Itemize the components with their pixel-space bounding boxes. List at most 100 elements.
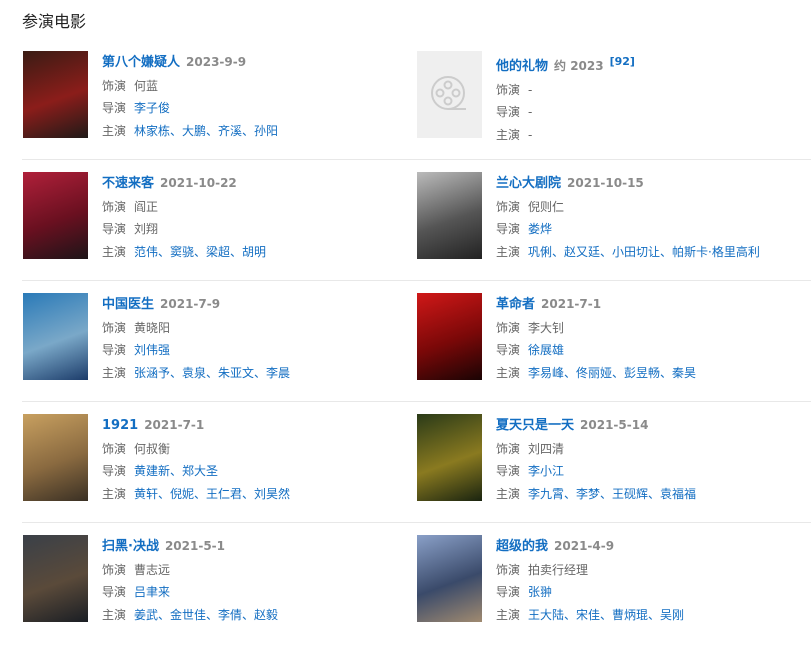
cast-label: 主演	[102, 245, 127, 260]
film-title-link[interactable]: 革命者	[496, 297, 536, 312]
divider	[22, 159, 405, 160]
cast-label: 主演	[496, 487, 521, 502]
cast-value[interactable]: 巩俐、赵又廷、小田切让、帕斯卡·格里高利	[528, 245, 760, 260]
director-label: 导演	[102, 222, 127, 237]
film-title-link[interactable]: 他的礼物	[496, 59, 549, 74]
film-poster[interactable]	[23, 293, 88, 380]
cast-label: 主演	[102, 608, 127, 623]
role-label: 饰演	[102, 562, 127, 577]
divider	[405, 159, 811, 160]
cast-value: -	[528, 128, 533, 143]
role-value: 李大钊	[528, 320, 565, 335]
citation-link[interactable]: [92]	[609, 55, 635, 68]
film-title-link[interactable]: 不速来客	[102, 176, 155, 191]
director-value[interactable]: 李子俊	[134, 101, 171, 116]
film-poster[interactable]	[23, 51, 88, 138]
film-poster[interactable]	[23, 535, 88, 622]
cast-value[interactable]: 李九霄、李梦、王砚辉、袁福福	[528, 487, 697, 502]
film-item: 超级的我 2021-4-9 饰演 拍卖行经理 导演 张翀 主演 王大陆、宋佳、曹炳琨、吴…	[417, 535, 797, 645]
film-item: 夏天只是一天 2021-5-14 饰演 刘四清 导演 李小江 主演 李九霄、李梦、王砚辉…	[417, 414, 797, 524]
director-value[interactable]: 黄建新、郑大圣	[134, 464, 219, 479]
director-value[interactable]: 李小江	[528, 464, 565, 479]
director-label: 导演	[102, 101, 127, 116]
film-title-link[interactable]: 夏天只是一天	[496, 418, 575, 433]
role-value: 何叔衡	[134, 441, 171, 456]
director-label: 导演	[496, 105, 521, 120]
release-date: 约 2023	[554, 59, 604, 73]
cast-value[interactable]: 李易峰、佟丽娅、彭昱畅、秦昊	[528, 366, 697, 381]
film-title-link[interactable]: 兰心大剧院	[496, 176, 562, 191]
release-date: 2021-7-1	[144, 418, 205, 432]
director-value: -	[528, 105, 533, 120]
director-value[interactable]: 娄烨	[528, 222, 553, 237]
divider	[405, 280, 811, 281]
release-date: 2021-5-1	[164, 539, 226, 553]
cast-label: 主演	[496, 608, 521, 623]
film-item: 中国医生 2021-7-9 饰演 黄晓阳 导演 刘伟强 主演 张涵予、袁泉、朱亚文、李晨	[23, 293, 403, 403]
role-value: 曹志远	[134, 562, 171, 577]
film-item: 第八个嫌疑人 2023-9-9 饰演 何蓝 导演 李子俊 主演 林家栋、大鹏、齐溪、孙阳	[23, 51, 403, 161]
release-date: 2021-7-1	[541, 297, 602, 311]
film-poster[interactable]	[23, 414, 88, 501]
cast-label: 主演	[102, 124, 127, 139]
cast-value[interactable]: 林家栋、大鹏、齐溪、孙阳	[134, 124, 279, 139]
role-label: 饰演	[102, 441, 127, 456]
divider	[405, 401, 811, 402]
film-title-link[interactable]: 中国医生	[102, 297, 155, 312]
section-title: 参演电影	[22, 12, 87, 31]
film-title-link[interactable]: 扫黑·决战	[102, 539, 159, 554]
role-value: 何蓝	[134, 78, 159, 93]
cast-label: 主演	[496, 128, 521, 143]
role-value: 黄晓阳	[134, 320, 171, 335]
film-poster[interactable]	[417, 535, 482, 622]
film-title-link[interactable]: 1921	[102, 418, 139, 433]
divider	[22, 401, 405, 402]
cast-label: 主演	[102, 366, 127, 381]
divider	[22, 280, 405, 281]
poster-placeholder[interactable]	[417, 51, 482, 138]
role-label: 饰演	[102, 320, 127, 335]
cast-label: 主演	[496, 245, 521, 260]
cast-label: 主演	[496, 366, 521, 381]
director-label: 导演	[102, 343, 127, 358]
film-poster[interactable]	[417, 293, 482, 380]
director-label: 导演	[496, 343, 521, 358]
role-value: -	[528, 82, 533, 97]
director-value[interactable]: 张翀	[528, 585, 553, 600]
film-title-link[interactable]: 超级的我	[496, 539, 549, 554]
role-label: 饰演	[496, 320, 521, 335]
film-reel-icon	[430, 75, 466, 110]
film-item: 扫黑·决战 2021-5-1 饰演 曹志远 导演 吕聿来 主演 姜武、金世佳、李倩、赵毅	[23, 535, 403, 645]
role-label: 饰演	[496, 441, 521, 456]
director-label: 导演	[102, 464, 127, 479]
cast-value[interactable]: 张涵予、袁泉、朱亚文、李晨	[134, 366, 291, 381]
film-item: 兰心大剧院 2021-10-15 饰演 倪则仁 导演 娄烨 主演 巩俐、赵又廷、小田切让…	[417, 172, 797, 282]
release-date: 2021-7-9	[160, 297, 221, 311]
film-poster[interactable]	[23, 172, 88, 259]
director-label: 导演	[102, 585, 127, 600]
cast-value[interactable]: 范伟、窦骁、梁超、胡明	[134, 245, 267, 260]
film-poster[interactable]	[417, 414, 482, 501]
cast-value[interactable]: 王大陆、宋佳、曹炳琨、吴刚	[528, 608, 685, 623]
film-title-link[interactable]: 第八个嫌疑人	[102, 55, 181, 70]
cast-value[interactable]: 姜武、金世佳、李倩、赵毅	[134, 608, 279, 623]
role-value: 刘四清	[528, 441, 565, 456]
cast-label: 主演	[102, 487, 127, 502]
director-value: 刘翔	[134, 222, 159, 237]
cast-value[interactable]: 黄轩、倪妮、王仁君、刘昊然	[134, 487, 291, 502]
release-date: 2021-5-14	[580, 418, 649, 432]
role-value: 拍卖行经理	[528, 562, 589, 577]
role-value: 阎正	[134, 199, 159, 214]
release-date: 2021-10-15	[567, 176, 644, 190]
director-label: 导演	[496, 585, 521, 600]
release-date: 2021-10-22	[160, 176, 237, 190]
director-value[interactable]: 吕聿来	[134, 585, 171, 600]
director-label: 导演	[496, 222, 521, 237]
role-label: 饰演	[102, 199, 127, 214]
director-value[interactable]: 徐展雄	[528, 343, 565, 358]
director-value[interactable]: 刘伟强	[134, 343, 171, 358]
film-poster[interactable]	[417, 172, 482, 259]
role-label: 饰演	[496, 199, 521, 214]
film-item: 不速来客 2021-10-22 饰演 阎正 导演 刘翔 主演 范伟、窦骁、梁超、胡明	[23, 172, 403, 282]
film-item: 革命者 2021-7-1 饰演 李大钊 导演 徐展雄 主演 李易峰、佟丽娅、彭昱畅、秦昊	[417, 293, 797, 403]
